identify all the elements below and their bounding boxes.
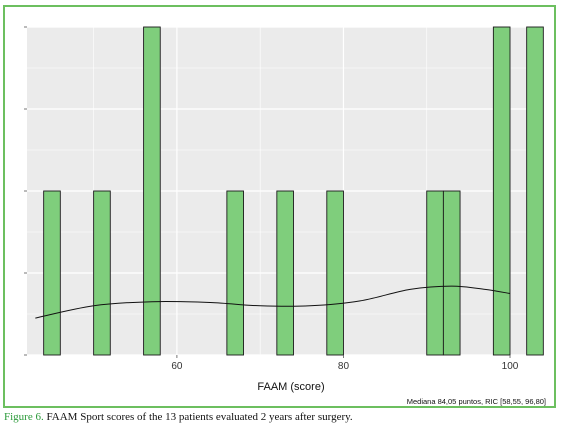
x-axis-label: FAAM (score) bbox=[257, 381, 324, 393]
bar bbox=[226, 190, 244, 356]
bar bbox=[442, 190, 461, 356]
bar bbox=[276, 190, 294, 356]
bar bbox=[326, 190, 344, 356]
x-axis-ticks: 60 80 100 bbox=[171, 355, 519, 372]
median-note: Mediana 84,05 puntos, RIC [58,55, 96,80] bbox=[406, 397, 546, 406]
figure-frame: 60 80 100 FAAM (score) Mediana 84,05 punto… bbox=[3, 5, 556, 408]
bar bbox=[492, 26, 511, 356]
density-curve bbox=[35, 285, 511, 319]
caption-label: Figure 6. bbox=[4, 411, 44, 423]
caption-text: FAAM Sport scores of the 13 patients eva… bbox=[43, 411, 353, 423]
figure-caption: Figure 6. FAAM Sport scores of the 13 pa… bbox=[4, 411, 564, 423]
bars bbox=[43, 26, 544, 356]
y-axis-ticks bbox=[24, 26, 27, 356]
bar bbox=[93, 190, 111, 356]
x-tick-label: 60 bbox=[171, 361, 183, 372]
histogram-chart: 60 80 100 FAAM (score) bbox=[24, 26, 544, 393]
bar bbox=[43, 190, 61, 356]
x-tick-label: 100 bbox=[502, 361, 519, 372]
bar bbox=[426, 190, 444, 356]
bar bbox=[143, 26, 161, 356]
x-tick-label: 80 bbox=[338, 361, 350, 372]
bar bbox=[526, 26, 544, 356]
